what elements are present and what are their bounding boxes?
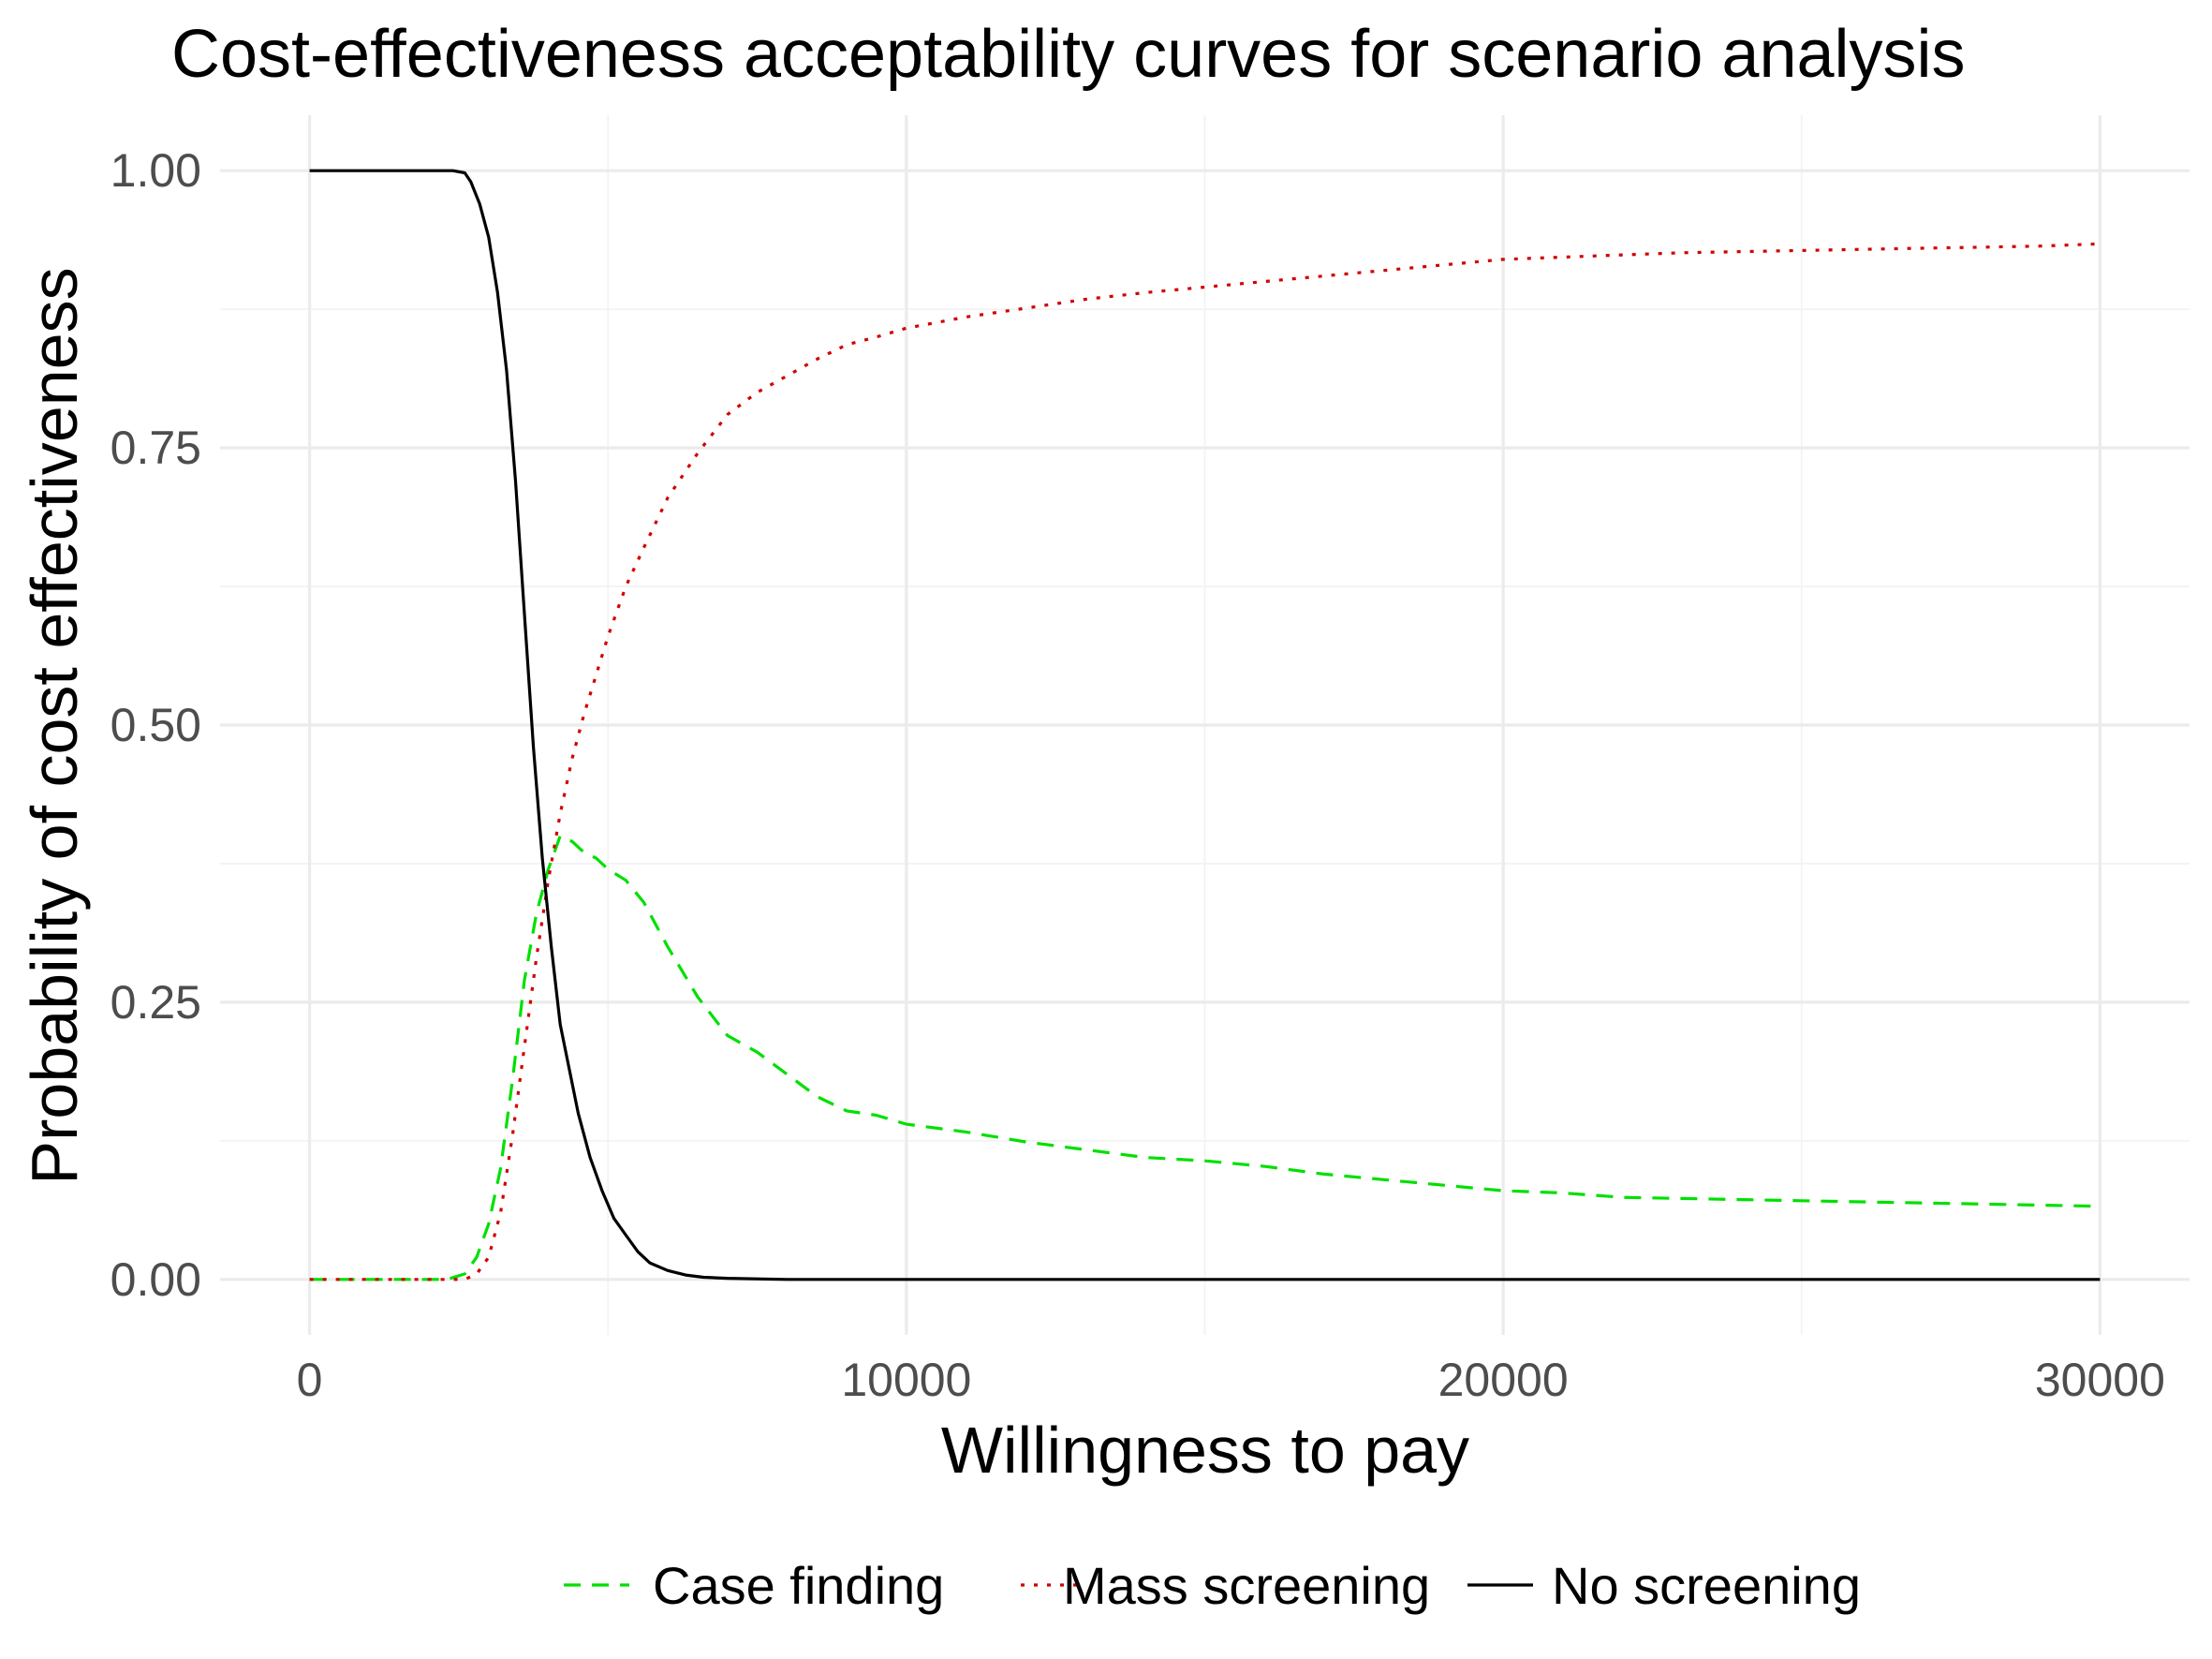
grid xyxy=(220,115,2190,1335)
chart-title: Cost-effectiveness acceptability curves … xyxy=(171,17,1966,92)
legend-label: Mass screening xyxy=(1063,1556,1430,1615)
legend: Case finding Mass screening No screening xyxy=(564,1556,1861,1615)
legend-label: Case finding xyxy=(653,1556,944,1615)
y-tick-label: 0.00 xyxy=(111,1253,201,1306)
y-tick-label: 1.00 xyxy=(111,144,201,197)
y-axis-title: Probability of cost effectiveness xyxy=(18,267,91,1184)
x-tick-label: 10000 xyxy=(841,1354,971,1406)
y-tick-label: 0.25 xyxy=(111,976,201,1029)
legend-label: No screening xyxy=(1552,1556,1861,1615)
x-tick-label: 30000 xyxy=(2035,1354,2165,1406)
y-tick-label: 0.50 xyxy=(111,699,201,751)
y-axis-ticks: 0.00 0.25 0.50 0.75 1.00 xyxy=(111,144,201,1306)
y-tick-label: 0.75 xyxy=(111,422,201,474)
x-axis-title: Willingness to pay xyxy=(941,1414,1469,1487)
plot-lines xyxy=(309,169,2101,1281)
x-tick-label: 20000 xyxy=(1438,1354,1569,1406)
series-line-no-screening xyxy=(309,169,2101,1281)
series-line-case-finding xyxy=(309,834,2101,1281)
x-tick-label: 0 xyxy=(297,1354,323,1406)
x-axis-ticks: 0 10000 20000 30000 xyxy=(297,1354,2165,1406)
